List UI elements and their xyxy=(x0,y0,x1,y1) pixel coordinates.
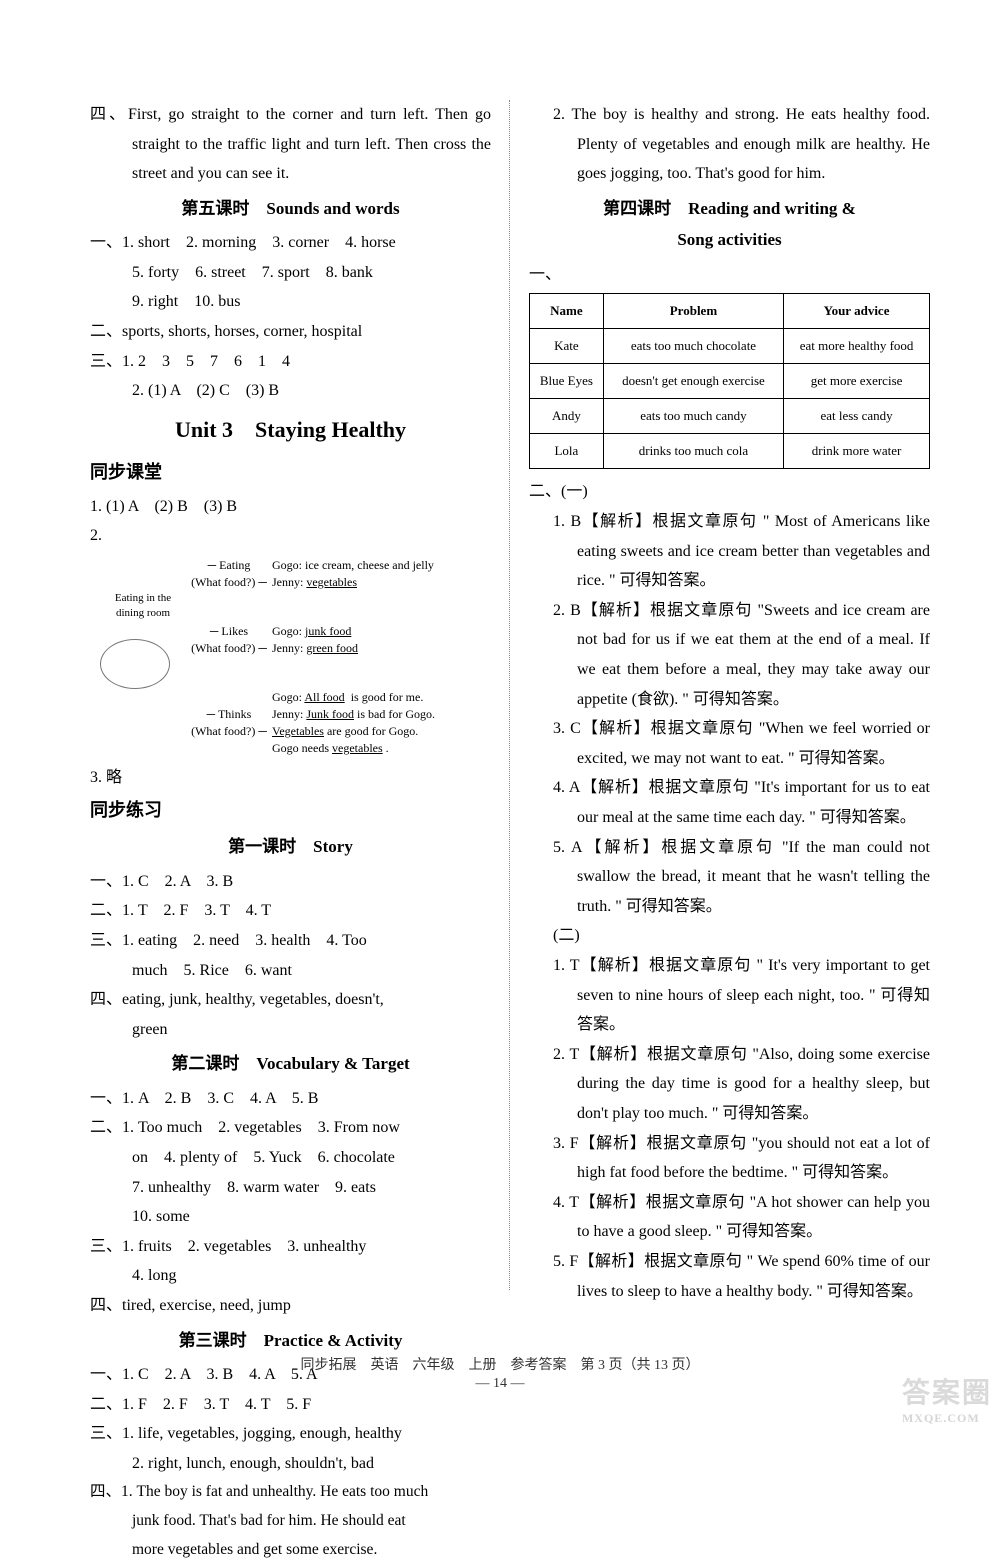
lesson4-title1: 第四课时 Reading and writing & xyxy=(529,193,930,224)
line: 一、1. A 2. B 3. C 4. A 5. B xyxy=(90,1084,491,1114)
watermark: 答案圈 MXQE.COM xyxy=(902,1371,992,1426)
answer-item: 4. A【解析】根据文章原句 "It's important for us to… xyxy=(529,773,930,832)
column-divider xyxy=(509,100,511,1290)
table-header: Name xyxy=(530,294,604,329)
section-two-two: (二) xyxy=(529,921,930,951)
line: 3. 略 xyxy=(90,763,491,793)
diagram-text: Gogo: All food is good for me. xyxy=(272,689,491,706)
watermark-small: MXQE.COM xyxy=(902,1411,992,1426)
table-cell: Blue Eyes xyxy=(530,364,604,399)
line: more vegetables and get some exercise. xyxy=(90,1536,491,1564)
diagram-text: Gogo: junk food xyxy=(272,623,491,640)
line: 一、1. C 2. A 3. B xyxy=(90,867,491,897)
line: 四、eating, junk, healthy, vegetables, doe… xyxy=(90,985,491,1015)
diagram-text: Jenny: Junk food is bad for Gogo.Vegetab… xyxy=(272,706,491,756)
line: 二、1. Too much 2. vegetables 3. From now xyxy=(90,1113,491,1143)
line: much 5. Rice 6. want xyxy=(90,956,491,986)
table-header: Your advice xyxy=(784,294,930,329)
line: 5. forty 6. street 7. sport 8. bank xyxy=(90,258,491,288)
diagram-left-label: Eating in thedining room xyxy=(100,591,186,690)
section-one-marker: 一、 xyxy=(529,260,930,290)
line: 三、1. life, vegetables, jogging, enough, … xyxy=(90,1419,491,1449)
line: 二、1. F 2. F 3. T 4. T 5. F xyxy=(90,1390,491,1420)
paragraph: 四、First, go straight to the corner and t… xyxy=(90,100,491,189)
table-cell: Lola xyxy=(530,434,604,469)
line: 一、1. short 2. morning 3. corner 4. horse xyxy=(90,228,491,258)
two-column-layout: 四、First, go straight to the corner and t… xyxy=(90,100,930,1290)
line: 四、1. The boy is fat and unhealthy. He ea… xyxy=(90,1478,491,1507)
line: green xyxy=(90,1015,491,1045)
answer-item: 4. T【解析】根据文章原句 "A hot shower can help yo… xyxy=(529,1188,930,1247)
diagram-text: Jenny: vegetables xyxy=(272,574,491,591)
line: 1. (1) A (2) B (3) B xyxy=(90,492,491,522)
table-cell: eat more healthy food xyxy=(784,329,930,364)
diagram-thinks-label: Thinks(What food?) xyxy=(191,707,255,738)
page-footer: 同步拓展 英语 六年级 上册 参考答案 第 3 页（共 13 页） — 14 — xyxy=(0,1354,1000,1392)
answer-item: 2. B【解析】根据文章原句 "Sweets and ice cream are… xyxy=(529,596,930,714)
table-row: Andy eats too much candy eat less candy xyxy=(530,399,930,434)
advice-table: Name Problem Your advice Kate eats too m… xyxy=(529,293,930,469)
line: 二、1. T 2. F 3. T 4. T xyxy=(90,896,491,926)
table-cell: Kate xyxy=(530,329,604,364)
sync-exercise-label: 同步练习 xyxy=(90,794,491,827)
table-cell: drinks too much cola xyxy=(603,434,783,469)
mindmap-diagram: ─ Eating(What food?) ─ Gogo: ice cream, … xyxy=(90,551,491,763)
line: junk food. That's bad for him. He should… xyxy=(90,1507,491,1536)
line: 三、1. eating 2. need 3. health 4. Too xyxy=(90,926,491,956)
lesson1-title: 第一课时 Story xyxy=(90,831,491,862)
table-row: Blue Eyes doesn't get enough exercise ge… xyxy=(530,364,930,399)
table-cell: drink more water xyxy=(784,434,930,469)
line: 三、1. 2 3 5 7 6 1 4 xyxy=(90,347,491,377)
answer-item: 2. T【解析】根据文章原句 "Also, doing some exercis… xyxy=(529,1040,930,1129)
lesson2-title: 第二课时 Vocabulary & Target xyxy=(90,1048,491,1079)
answer-item: 1. B【解析】根据文章原句 " Most of Americans like … xyxy=(529,507,930,596)
table-row: Kate eats too much chocolate eat more he… xyxy=(530,329,930,364)
unit3-title: Unit 3 Staying Healthy xyxy=(90,410,491,451)
dish-icon xyxy=(100,639,170,689)
line: 2. right, lunch, enough, shouldn't, bad xyxy=(90,1449,491,1479)
table-cell: doesn't get enough exercise xyxy=(603,364,783,399)
page-number: — 14 — xyxy=(0,1376,1000,1392)
table-cell: eat less candy xyxy=(784,399,930,434)
table-header: Problem xyxy=(603,294,783,329)
lesson5-title: 第五课时 Sounds and words xyxy=(90,193,491,224)
diagram-text: Jenny: green food xyxy=(272,640,491,657)
diagram-likes-label: Likes(What food?) xyxy=(191,624,255,655)
table-row: Lola drinks too much cola drink more wat… xyxy=(530,434,930,469)
lesson4-title2: Song activities xyxy=(529,224,930,255)
answer-item: 3. C【解析】根据文章原句 "When we feel worried or … xyxy=(529,714,930,773)
sync-class-label: 同步课堂 xyxy=(90,456,491,489)
table-cell: eats too much chocolate xyxy=(603,329,783,364)
paragraph: 2. The boy is healthy and strong. He eat… xyxy=(529,100,930,189)
diagram-text: Gogo: ice cream, cheese and jelly xyxy=(272,557,491,574)
answer-item: 3. F【解析】根据文章原句 "you should not eat a lot… xyxy=(529,1129,930,1188)
footer-line: 同步拓展 英语 六年级 上册 参考答案 第 3 页（共 13 页） xyxy=(0,1354,1000,1374)
table-cell: eats too much candy xyxy=(603,399,783,434)
answer-item: 1. T【解析】根据文章原句 " It's very important to … xyxy=(529,951,930,1040)
table-cell: get more exercise xyxy=(784,364,930,399)
right-column: 2. The boy is healthy and strong. He eat… xyxy=(529,100,930,1290)
left-column: 四、First, go straight to the corner and t… xyxy=(90,100,491,1290)
line: on 4. plenty of 5. Yuck 6. chocolate xyxy=(90,1143,491,1173)
line: 三、1. fruits 2. vegetables 3. unhealthy xyxy=(90,1232,491,1262)
answer-item: 5. A【解析】根据文章原句 "If the man could not swa… xyxy=(529,833,930,922)
watermark-big: 答案圈 xyxy=(902,1378,992,1409)
lesson3-title: 第三课时 Practice & Activity xyxy=(90,1325,491,1356)
line: 四、tired, exercise, need, jump xyxy=(90,1291,491,1321)
section-two-one: 二、(一) xyxy=(529,477,930,507)
line: 9. right 10. bus xyxy=(90,287,491,317)
diagram-eating-label: Eating(What food?) xyxy=(191,558,255,589)
table-row: Name Problem Your advice xyxy=(530,294,930,329)
table-cell: Andy xyxy=(530,399,604,434)
line: 7. unhealthy 8. warm water 9. eats xyxy=(90,1173,491,1203)
line: 二、sports, shorts, horses, corner, hospit… xyxy=(90,317,491,347)
line: 10. some xyxy=(90,1202,491,1232)
line: 2. (1) A (2) C (3) B xyxy=(90,376,491,406)
line: 2. xyxy=(90,521,491,551)
answer-item: 5. F【解析】根据文章原句 " We spend 60% time of ou… xyxy=(529,1247,930,1306)
line: 4. long xyxy=(90,1261,491,1291)
